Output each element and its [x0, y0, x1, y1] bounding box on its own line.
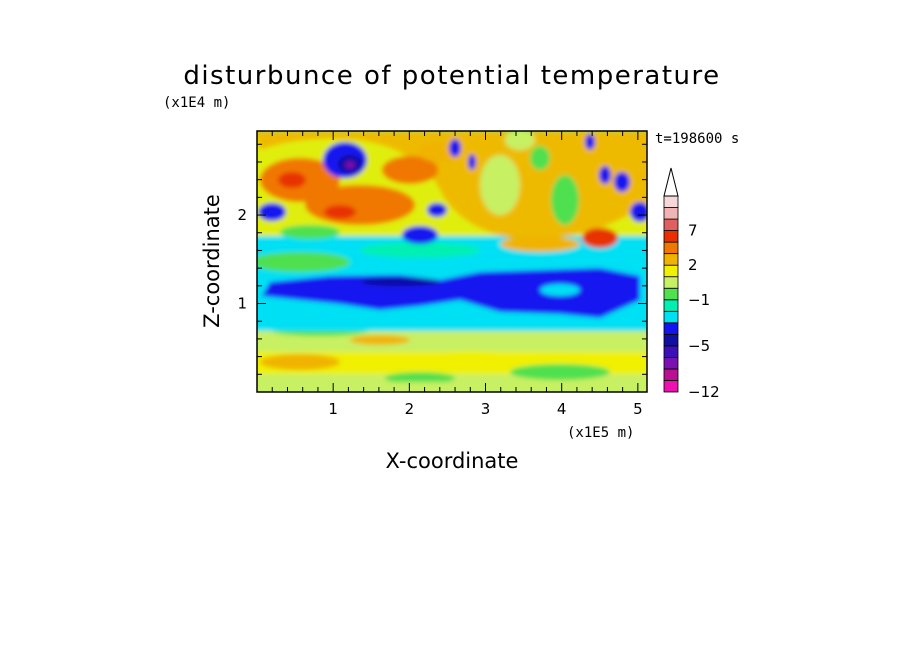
y-tick-label: 2	[237, 206, 247, 224]
colorbar-label: 2	[688, 256, 698, 274]
colorbar-swatch	[663, 276, 679, 289]
colorbar-swatch	[663, 287, 679, 301]
colorbar-label: −5	[688, 337, 710, 355]
colorbar-label: −12	[688, 383, 720, 401]
colorbar-swatch	[663, 218, 679, 231]
colorbar-swatch	[663, 230, 679, 243]
colorbar-swatch	[663, 333, 679, 347]
y-axis-label: Z-coordinate	[200, 194, 224, 328]
colorbar: 7 2 −1 −5 −12	[663, 167, 720, 401]
x-unit-label: (x1E5 m)	[567, 425, 634, 441]
x-tick-label: 1	[328, 400, 338, 418]
y-tick-label: 1	[237, 295, 247, 313]
colorbar-swatch	[663, 322, 679, 335]
x-axis-ticks: 1 2 3 4 5	[271, 131, 643, 418]
colorbar-extend-arrow	[663, 167, 679, 197]
colorbar-swatch	[663, 299, 679, 312]
x-tick-label: 2	[405, 400, 415, 418]
colorbar-swatch	[663, 368, 679, 381]
colorbar-swatch	[663, 310, 679, 324]
colorbar-swatch	[663, 380, 679, 393]
colorbar-swatch	[663, 253, 679, 266]
x-tick-label: 5	[633, 400, 643, 418]
y-unit-label: (x1E4 m)	[163, 95, 230, 111]
contour-field	[257, 131, 647, 392]
time-label: t=198600 s	[655, 131, 739, 147]
colorbar-label: −1	[688, 291, 710, 309]
x-axis-label: X-coordinate	[386, 449, 519, 473]
plot-frame	[256, 130, 648, 393]
y-axis-ticks: 12	[237, 143, 647, 375]
colorbar-swatch	[663, 195, 679, 208]
colorbar-swatch	[663, 241, 679, 255]
colorbar-swatch	[663, 345, 679, 358]
colorbar-swatch	[663, 264, 679, 278]
colorbar-label: 7	[688, 222, 698, 240]
colorbar-swatch	[663, 357, 679, 370]
x-tick-label: 4	[557, 400, 567, 418]
colorbar-swatch	[663, 207, 679, 220]
chart-title: disturbunce of potential temperature	[183, 61, 720, 91]
x-tick-label: 3	[481, 400, 491, 418]
